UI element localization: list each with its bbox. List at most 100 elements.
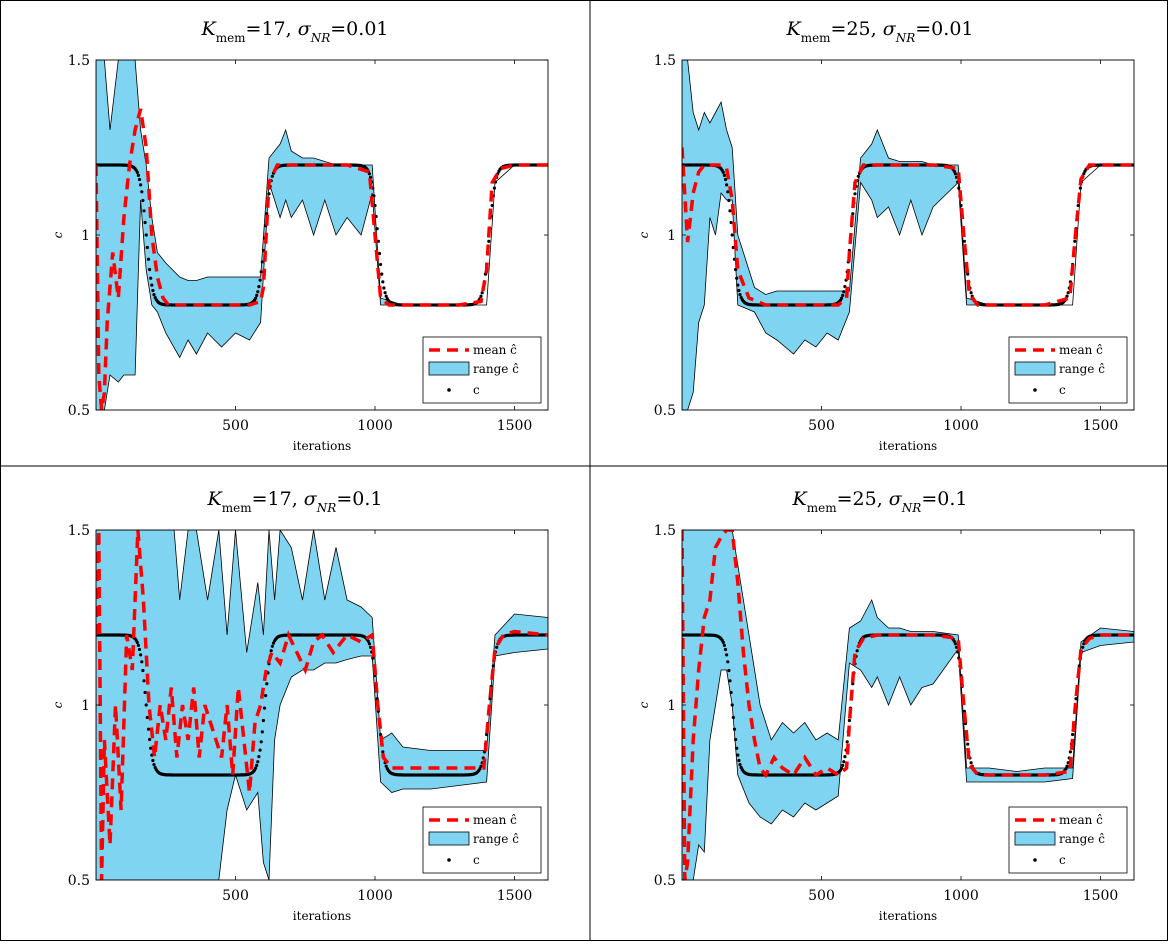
c-point [727,198,731,203]
c-point [735,276,739,280]
c-point [148,267,152,272]
c-point [721,170,725,174]
c-point [487,239,491,243]
c-point [366,639,370,643]
c-point [855,649,859,653]
c-point [737,288,741,293]
c-point [256,760,260,764]
x-tick-label: 1500 [1083,418,1119,434]
c-point [723,647,728,652]
c-point [381,280,385,284]
range-band [682,530,1134,880]
c-point [495,645,499,649]
c-point [479,764,483,768]
legend-range-label: range ĉ [1059,362,1105,376]
range-band [96,530,548,880]
c-point [380,272,384,276]
c-point [367,642,371,646]
c-point [969,761,973,765]
c-point [269,649,273,653]
c-point [377,251,382,256]
c-point [255,763,259,768]
x-tick-label: 500 [222,888,249,904]
c-point [264,694,268,698]
panel-1: Kmem=17, σNR=0.01 500 1000 1500 0.5 1 1.5 itera… [51,18,549,453]
c-point [144,233,148,237]
c-point [736,283,740,287]
y-tick-label: 1 [81,228,90,244]
y-tick-label: 1.5 [68,53,90,69]
c-point [730,233,734,237]
c-point [265,212,269,216]
c-point [1071,732,1075,737]
c-point [845,740,849,744]
c-point [1064,767,1068,771]
c-point [255,293,259,297]
legend-c-swatch [447,388,451,392]
c-point [959,203,963,208]
c-point [254,766,258,770]
c-point [379,262,383,267]
c-point [149,746,153,750]
c-point [851,682,855,686]
c-point [726,660,730,664]
legend-range-label: range ĉ [1059,832,1105,846]
c-point [143,690,147,695]
c-point [139,653,143,657]
c-point [270,644,274,648]
c-point [962,239,967,243]
x-axis-label: iterations [293,439,351,453]
c-point [856,174,860,178]
c-point [953,172,958,176]
c-point [384,294,388,298]
c-point [841,763,845,768]
x-tick-label: 1500 [497,888,533,904]
c-point [146,257,151,261]
legend-c-label: c [473,853,480,867]
c-point [723,177,728,182]
c-point [149,276,153,280]
c-point [966,272,970,276]
c-point [731,715,735,720]
c-point [1073,239,1077,243]
x-axis-label: iterations [879,439,937,453]
c-point [847,718,852,723]
x-tick-label: 500 [808,418,835,434]
y-tick-label: 1.5 [654,523,676,539]
legend-mean-label: mean ĉ [1059,813,1103,827]
c-point [375,227,379,231]
legend-c-label: c [1059,853,1066,867]
c-point [957,186,961,190]
c-point [738,293,742,297]
legend: mean ĉ range ĉ c [1008,806,1128,874]
c-point [383,291,387,295]
c-point [375,697,379,701]
c-point [738,763,742,767]
legend-mean-label: mean ĉ [473,813,517,827]
y-tick-label: 0.5 [654,873,676,889]
c-point [730,703,734,707]
legend-c-label: c [1059,383,1066,397]
c-point [142,209,146,213]
c-point [265,682,269,686]
x-tick-label: 1500 [1083,888,1119,904]
c-point [966,742,970,746]
plot-area [682,530,1134,880]
panel-title: Kmem=17, σNR=0.1 [207,488,383,515]
mean-line [96,108,548,410]
x-tick-label: 1000 [357,888,393,904]
c-point [842,760,846,764]
c-point [256,290,260,294]
panel-3: Kmem=17, σNR=0.1 500 1000 1500 0.5 1 1.5 iterat… [51,488,549,923]
c-point [148,737,152,742]
panel-4: Kmem=25, σNR=0.1 500 1000 1500 0.5 1 1.5 iterat… [637,488,1135,923]
panel-title: Kmem=25, σNR=0.01 [785,18,973,45]
c-point [726,190,730,194]
c-point [485,732,489,737]
c-point [1074,697,1078,701]
c-point [140,190,144,194]
c-point [143,220,147,225]
c-point [736,753,740,757]
c-point [1068,750,1072,754]
